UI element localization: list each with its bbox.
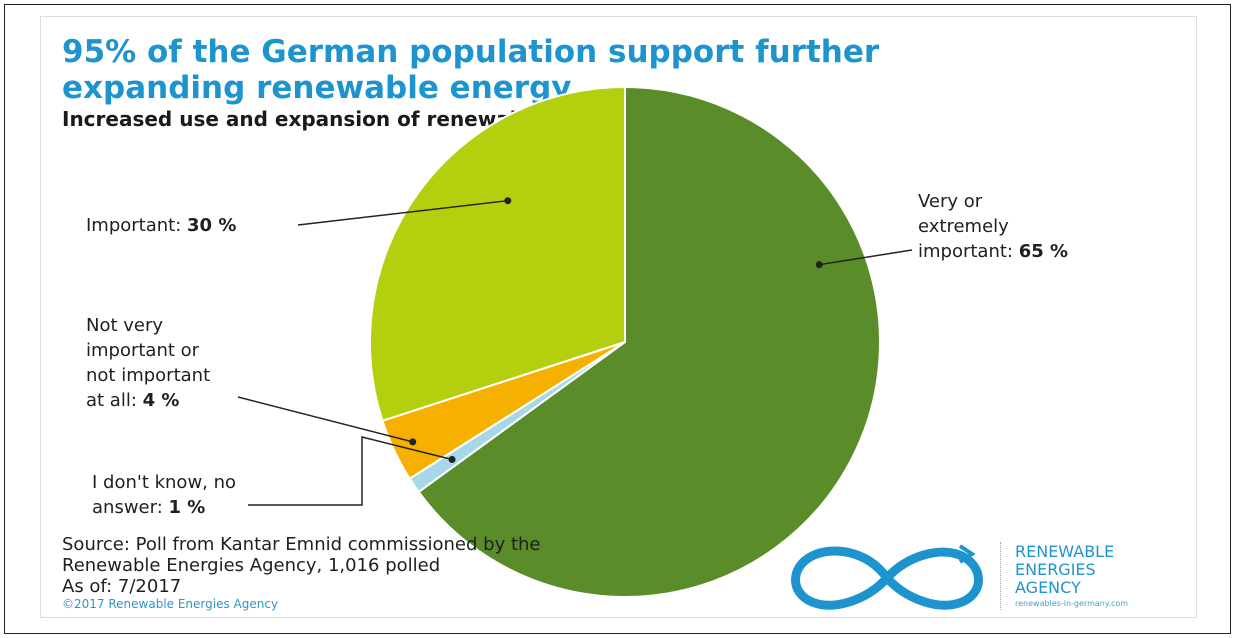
leader-important [297, 199, 508, 226]
slice-label-very-important: Very or extremely important: 65 % [918, 191, 1069, 262]
source-note: Source: Poll from Kantar Emnid commissio… [62, 534, 541, 597]
slice-value-important: 30 % [187, 215, 237, 236]
slice-label-dont-know: I don't know, no answer: 1 % [92, 472, 237, 518]
pie-slices [369, 85, 881, 598]
slice-value-very-important: 65 % [1018, 241, 1069, 262]
infinity-logo-icon [791, 544, 983, 610]
leader-not-important-dot [409, 438, 417, 446]
slice-value-dont-know: 1 % [168, 497, 206, 518]
logo-divider [1000, 542, 1002, 610]
logo-url: renewables-in-germany.com [1015, 599, 1129, 608]
slice-label-important: Important: 30 % [86, 215, 237, 236]
copyright-text: ©2017 Renewable Energies Agency [62, 597, 279, 611]
leader-dont-know-dot [448, 456, 456, 464]
leader-very-important [819, 249, 913, 266]
leader-very-important-dot [815, 261, 823, 269]
image-frame [4, 4, 1231, 634]
leader-lines [237, 197, 913, 506]
leader-not-important [237, 396, 413, 443]
logo-wordmark: RENEWABLE ENERGIES AGENCY [1015, 542, 1115, 597]
slice-label-not-important: Not very important or not important at a… [86, 315, 211, 411]
slice-very-important [417, 85, 881, 598]
leader-dont-know [248, 436, 453, 506]
slice-important [369, 85, 626, 423]
chart-title: 95% of the German population support fur… [62, 34, 880, 106]
slice-value-not-important: 4 % [142, 390, 180, 411]
leader-important-dot [504, 197, 512, 205]
